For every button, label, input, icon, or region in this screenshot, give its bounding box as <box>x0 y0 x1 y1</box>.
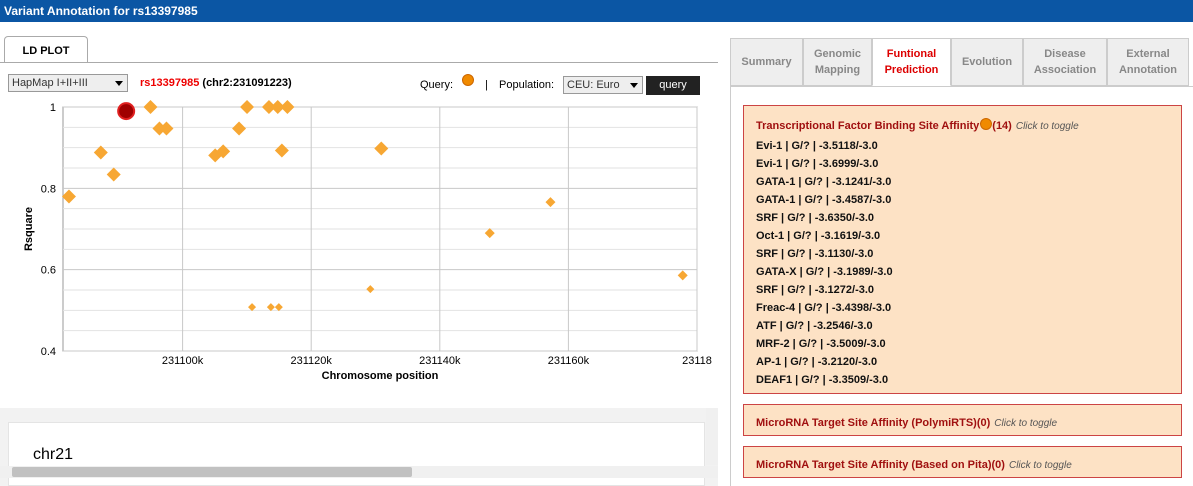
section-title: MicroRNA Target Site Affinity (PolymiRTS… <box>756 417 977 429</box>
section-title: MicroRNA Target Site Affinity (Based on … <box>756 459 992 471</box>
section-count: (14) <box>992 120 1012 132</box>
point <box>270 100 285 114</box>
point <box>93 145 108 160</box>
point <box>152 121 167 136</box>
y-tick-label: 1 <box>50 102 56 114</box>
tfbs-item: MRF-2 | G/? | -3.5009/-3.0 <box>756 338 886 350</box>
population-select[interactable]: CEU: Euro <box>563 76 643 94</box>
page-title: Variant Annotation for rs13397985 <box>4 4 198 18</box>
query-button[interactable]: query <box>646 76 700 95</box>
x-tick-label: 231160k <box>548 355 590 367</box>
y-axis-title: Rsquare <box>23 207 35 251</box>
point <box>545 197 556 208</box>
toggle-link[interactable]: Click to toggle <box>994 418 1058 429</box>
point <box>374 141 389 156</box>
separator: | <box>485 79 488 91</box>
tfbs-item: SRF | G/? | -3.6350/-3.0 <box>756 212 875 224</box>
tfbs-item: DEAF1 | G/? | -3.3509/-3.0 <box>756 374 889 386</box>
section-count: (0) <box>976 417 991 429</box>
tfbs-item: Evi-1 | G/? | -3.5118/-3.0 <box>756 140 878 152</box>
section-count: (0) <box>991 459 1005 471</box>
point <box>106 167 121 182</box>
right-panel <box>730 86 1193 486</box>
section-title: Transcriptional Factor Binding Site Affi… <box>756 120 980 132</box>
toggle-link[interactable]: Click to toggle <box>1008 460 1072 471</box>
point <box>280 100 295 114</box>
annotation-tab[interactable]: Disease Association <box>1023 38 1107 86</box>
point <box>366 285 375 294</box>
snp-location: (chr2:231091223) <box>202 77 292 89</box>
tfbs-item: ATF | G/? | -3.2546/-3.0 <box>756 320 873 332</box>
tfbs-item: Evi-1 | G/? | -3.6999/-3.0 <box>756 158 879 170</box>
x-tick-label: 23118 <box>682 355 712 367</box>
toggle-link[interactable]: Click to toggle <box>1015 121 1079 132</box>
point <box>274 143 289 158</box>
annotation-tab[interactable]: Genomic Mapping <box>803 38 872 86</box>
point <box>159 121 174 136</box>
x-tick-label: 231100k <box>162 355 204 367</box>
tab-line <box>0 62 718 63</box>
point <box>61 189 76 204</box>
annotation-section: MicroRNA Target Site Affinity (Based on … <box>743 446 1182 478</box>
query-label: Query: <box>420 79 454 91</box>
annotation-section: MicroRNA Target Site Affinity (PolymiRTS… <box>743 404 1182 436</box>
tfbs-item: GATA-1 | G/? | -3.1241/-3.0 <box>756 176 892 188</box>
annotation-tab[interactable]: External Annotation <box>1107 38 1189 86</box>
point <box>143 100 158 114</box>
vertical-scrollbar[interactable] <box>706 408 718 465</box>
annotation-tab[interactable]: Summary <box>730 38 803 86</box>
point <box>484 228 495 239</box>
x-tick-label: 231140k <box>419 355 461 367</box>
tfbs-item: Oct-1 | G/? | -3.1619/-3.0 <box>756 230 881 242</box>
point <box>274 303 283 312</box>
tfbs-item: GATA-X | G/? | -3.1989/-3.0 <box>756 266 893 278</box>
x-tick-label: 231120k <box>291 355 333 367</box>
point <box>232 121 247 136</box>
annotation-tab[interactable]: Funtional Prediction <box>872 38 951 86</box>
section-header[interactable]: MicroRNA Target Site Affinity (PolymiRTS… <box>756 417 1057 429</box>
snp-id: rs13397985 <box>140 77 200 89</box>
snp-info: rs13397985 (chr2:231091223) <box>140 75 292 91</box>
help-icon[interactable] <box>462 74 474 86</box>
tfbs-item: SRF | G/? | -3.1272/-3.0 <box>756 284 875 296</box>
ld-plot-tab[interactable]: LD PLOT <box>4 36 88 63</box>
highlight-point <box>117 102 136 121</box>
point <box>248 303 257 312</box>
point <box>261 100 276 114</box>
section-header[interactable]: Transcriptional Factor Binding Site Affi… <box>756 118 1079 132</box>
y-tick-label: 0.4 <box>41 346 56 358</box>
title-bar: Variant Annotation for rs13397985 <box>0 0 1193 22</box>
point <box>240 100 255 114</box>
population-label: Population: <box>499 79 555 91</box>
point <box>677 270 688 281</box>
chromosome-label: chr21 <box>33 446 74 463</box>
tfbs-item: SRF | G/? | -3.1130/-3.0 <box>756 248 874 260</box>
y-tick-label: 0.8 <box>41 183 56 195</box>
tfbs-item: AP-1 | G/? | -3.2120/-3.0 <box>756 356 878 368</box>
annotation-tab[interactable]: Evolution <box>951 38 1023 86</box>
help-icon <box>980 118 993 130</box>
point <box>266 303 275 312</box>
x-axis-title: Chromosome position <box>322 370 439 382</box>
dataset-select[interactable]: HapMap I+II+III <box>8 74 128 92</box>
ld-chart: 0.4 0.6 0.8 1 231100k 231120k 231140k 231160k 23… <box>23 100 712 382</box>
y-tick-label: 0.6 <box>41 265 56 277</box>
point <box>216 144 231 159</box>
annotation-section: Transcriptional Factor Binding Site Affi… <box>743 105 1182 394</box>
tfbs-item: Freac-4 | G/? | -3.4398/-3.0 <box>756 302 892 314</box>
section-header[interactable]: MicroRNA Target Site Affinity (Based on … <box>756 459 1072 471</box>
tfbs-item: GATA-1 | G/? | -3.4587/-3.0 <box>756 194 892 206</box>
scroll-thumb[interactable] <box>12 467 412 477</box>
